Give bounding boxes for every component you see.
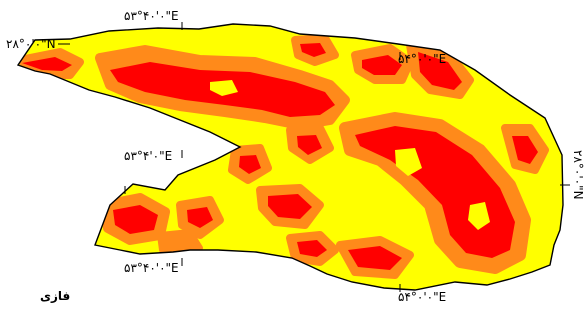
coord-label-left-lat: ۲۸°۰'۰"N [6, 37, 56, 51]
legend-label: فازی [40, 289, 70, 303]
coord-label-top-b: ۵۴°۰'۰"E [398, 52, 446, 66]
coord-label-top-a: ۵۳°۴۰'۰"E [124, 9, 179, 23]
study-area [18, 24, 563, 290]
coord-label-right-lat: ۲۸°۰'۰"N [571, 150, 585, 200]
coord-label-bottom-b: ۵۴°۰'۰"E [398, 290, 446, 304]
coord-label-bottom-a: ۵۳°۴۰'۰"E [124, 261, 179, 275]
coord-label-mid-a: ۵۳°۴'۰"E [124, 149, 172, 163]
